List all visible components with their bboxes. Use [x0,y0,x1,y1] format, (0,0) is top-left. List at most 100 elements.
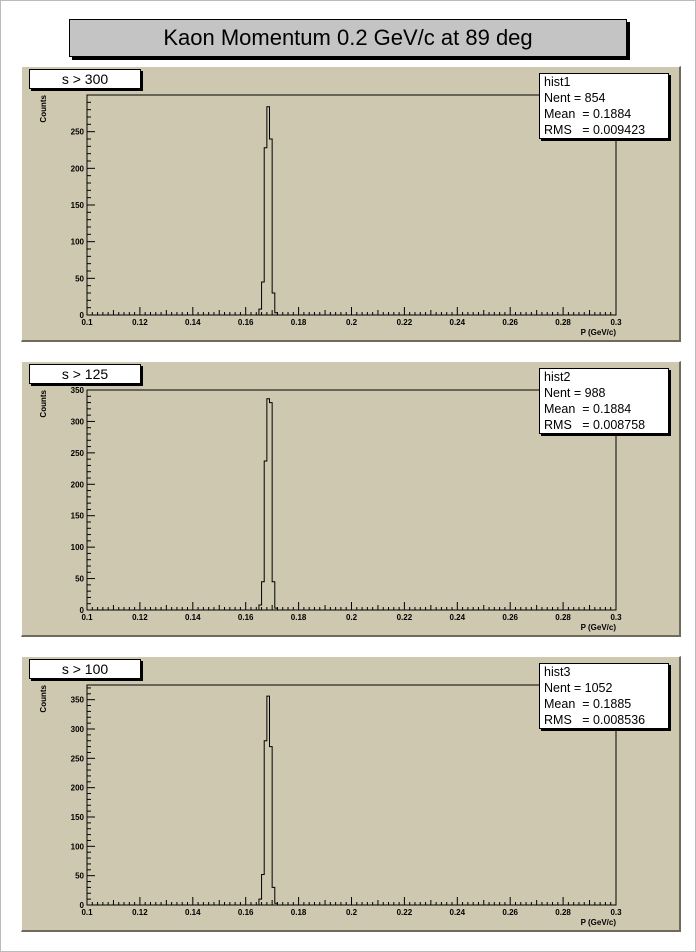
x-tick-label: 0.12 [132,613,148,622]
x-tick-label: 0.3 [610,908,622,917]
x-tick-label: 0.3 [610,613,622,622]
y-tick-label: 0 [80,901,85,910]
histogram-line [258,398,278,610]
histogram-panel-1: 0.1 0.12 0.14 0.16 0.18 0.2 0.22 0.24 0.26 0.28 0.… [21,66,681,342]
histogram-bin [267,107,270,315]
x-tick-label: 0.12 [132,318,148,327]
y-tick-label: 50 [75,274,84,283]
histogram-bin [262,582,265,610]
y-tick-label: 350 [71,696,85,705]
histogram-panel-2: 0.1 0.12 0.14 0.16 0.18 0.2 0.22 0.24 0.26 0.28 0.… [21,361,681,637]
y-tick-label: 350 [71,386,85,395]
histogram-bin [270,747,273,905]
histogram-panel-3: 0.1 0.12 0.14 0.16 0.18 0.2 0.22 0.24 0.26 0.28 0.… [21,656,681,932]
x-tick-label: 0.16 [238,613,254,622]
y-tick-label: 50 [75,872,84,881]
x-tick-label: 0.26 [502,908,518,917]
y-axis-title: Counts [39,684,48,712]
x-tick-label: 0.22 [397,318,413,327]
histogram-bin [264,741,267,905]
plot-frame [86,389,617,611]
x-tick-label: 0.18 [291,318,307,327]
x-tick-label: 0.24 [450,613,466,622]
cut-label: s > 100 [29,659,141,679]
y-tick-label: 200 [71,784,85,793]
plot-frame [86,94,617,316]
stats-hist-name: hist2 [544,370,571,384]
y-tick-label: 100 [71,238,85,247]
cut-label: s > 300 [29,69,141,89]
histogram-bin [262,282,265,315]
stats-hist-name: hist3 [544,665,571,679]
histogram-bin [262,874,265,905]
histogram-plot-1: 0.1 0.12 0.14 0.16 0.18 0.2 0.22 0.24 0.26 0.28 0.… [39,94,622,337]
y-axis-title: Counts [39,389,48,417]
y-tick-label: 50 [75,575,84,584]
x-tick-label: 0.18 [291,908,307,917]
stats-rms: RMS = 0.009423 [544,123,646,137]
stats-nent: Nent = 854 [544,91,606,105]
x-tick-label: 0.12 [132,908,148,917]
x-tick-label: 0.24 [450,908,466,917]
y-tick-label: 100 [71,842,85,851]
histogram-line [258,695,278,905]
histogram-bin [270,403,273,610]
x-tick-label: 0.14 [185,908,201,917]
y-tick-label: 0 [80,606,85,615]
y-tick-label: 200 [71,480,85,489]
x-tick-label: 0.2 [346,613,358,622]
stats-nent: Nent = 988 [544,386,606,400]
histogram-plot-3: 0.1 0.12 0.14 0.16 0.18 0.2 0.22 0.24 0.26 0.28 0.… [39,684,622,927]
y-tick-label: 150 [71,512,85,521]
x-tick-label: 0.1 [81,908,93,917]
canvas-title: Kaon Momentum 0.2 GeV/c at 89 deg [69,19,627,57]
stats-rms: RMS = 0.008758 [544,418,646,432]
histogram-bin [270,139,273,315]
x-tick-label: 0.3 [610,318,622,327]
stats-hist-name: hist1 [544,75,571,89]
y-tick-label: 100 [71,543,85,552]
y-tick-label: 300 [71,417,85,426]
x-tick-label: 0.22 [397,908,413,917]
y-tick-label: 300 [71,725,85,734]
x-tick-label: 0.16 [238,318,254,327]
x-tick-label: 0.18 [291,613,307,622]
x-tick-label: 0.24 [450,318,466,327]
stats-box: hist2 Nent = 988 Mean = 0.1884 RMS = 0.0… [539,368,669,434]
stats-mean: Mean = 0.1884 [544,402,632,416]
x-axis-title: P (GeV/c) [581,623,617,632]
y-tick-label: 200 [71,164,85,173]
y-tick-label: 150 [71,813,85,822]
x-tick-label: 0.22 [397,613,413,622]
cut-label: s > 125 [29,364,141,384]
x-tick-label: 0.28 [555,613,571,622]
x-axis-title: P (GeV/c) [581,918,617,927]
plot-frame [86,684,617,906]
histogram-bin [267,696,270,905]
y-axis-title: Counts [39,94,48,122]
x-tick-label: 0.26 [502,318,518,327]
x-tick-label: 0.2 [346,318,358,327]
stats-mean: Mean = 0.1885 [544,697,632,711]
y-tick-label: 250 [71,449,85,458]
x-tick-label: 0.16 [238,908,254,917]
y-tick-label: 150 [71,201,85,210]
stats-mean: Mean = 0.1884 [544,107,632,121]
x-tick-label: 0.1 [81,318,93,327]
y-tick-label: 0 [80,311,85,320]
x-axis-title: P (GeV/c) [581,328,617,337]
histogram-bin [264,461,267,610]
x-tick-label: 0.1 [81,613,93,622]
x-tick-label: 0.14 [185,318,201,327]
histogram-line [258,106,278,315]
stats-rms: RMS = 0.008536 [544,713,646,727]
stats-box: hist3 Nent = 1052 Mean = 0.1885 RMS = 0.… [539,663,669,729]
stats-box: hist1 Nent = 854 Mean = 0.1884 RMS = 0.0… [539,73,669,139]
x-tick-label: 0.14 [185,613,201,622]
histogram-plot-2: 0.1 0.12 0.14 0.16 0.18 0.2 0.22 0.24 0.26 0.28 0.… [39,386,622,632]
x-tick-label: 0.2 [346,908,358,917]
stats-nent: Nent = 1052 [544,681,613,695]
y-tick-label: 250 [71,754,85,763]
histogram-bin [264,148,267,315]
x-tick-label: 0.28 [555,908,571,917]
